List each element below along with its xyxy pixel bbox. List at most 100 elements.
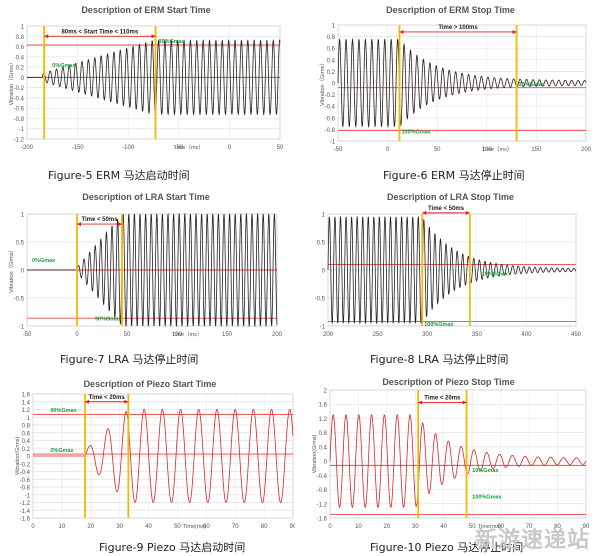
y-tick-label: 0.8 (22, 424, 31, 430)
gmax-annotation: 100%Gmax (424, 322, 454, 328)
lra-start-chart-panel: Description of LRA Start Time -1 -0.5 0 0.5… (5, 190, 287, 345)
y-axis-label: Vibration（Grms） (8, 247, 15, 293)
arrowhead (44, 34, 49, 39)
y-tick-label: -1 (25, 493, 31, 499)
y-tick-label: 0.6 (327, 47, 336, 53)
x-tick-label: 50 (469, 524, 476, 530)
y-tick-label: 0.2 (22, 447, 31, 453)
gmax-annotation: 10%Gmax (472, 468, 499, 474)
x-axis-label: Time（ms） (172, 331, 202, 338)
x-tick-label: -50 (23, 332, 32, 338)
y-tick-label: 1.4 (22, 400, 31, 406)
erm-start-chart: -1.2 -1 -0.8 -0.6 -0.4 -0.2 0 0.2 0.4 0.6 0.8 1 -200… (8, 25, 284, 152)
arrowhead (462, 400, 467, 405)
x-tick-label: 40 (440, 524, 447, 530)
y-tick-label: 2 (324, 389, 328, 395)
y-axis-label: Vibration（Grms） (319, 60, 326, 106)
y-tick-label: 0.6 (22, 431, 31, 437)
y-tick-label: 0.6 (16, 45, 25, 51)
y-tick-label: -0.4 (317, 474, 328, 480)
arrowhead (77, 222, 81, 227)
x-tick-label: 10 (59, 524, 66, 530)
arrowhead (124, 399, 129, 404)
interval-label: Time < 20ms (89, 395, 126, 401)
erm-stop-chart: -1 -0.8 -0.6 -0.4 -0.2 0 0.2 0.4 0.6 0.8 1 -50 0 50 10… (319, 24, 592, 154)
gmax-annotation: 10%Gmax (482, 272, 509, 278)
y-tick-label: -0.8 (14, 117, 25, 123)
x-tick-label: -100 (122, 145, 135, 151)
x-tick-label: -50 (334, 147, 343, 153)
gmax-annotation: 90%Gmax (159, 39, 186, 45)
y-tick-label: 1 (322, 213, 326, 219)
erm-start-chart-panel: Description of ERM Start Time -1.2 -1 -0.8… (5, 3, 287, 158)
gmax-annotation: 0%Gmax (32, 258, 56, 264)
x-tick-label: 0 (386, 147, 390, 153)
y-tick-label: 0 (324, 460, 328, 466)
y-tick-label: 1.6 (22, 393, 31, 399)
x-tick-label: 70 (526, 524, 533, 530)
y-tick-label: -1 (320, 325, 326, 331)
x-tick-label: 100 (482, 147, 493, 153)
x-tick-label: 200 (323, 332, 334, 338)
y-tick-label: 0.4 (319, 445, 328, 451)
y-tick-label: -0.2 (325, 93, 336, 99)
y-tick-label: 0.5 (317, 241, 326, 247)
waveform-series (329, 414, 587, 508)
lra-start-chart: -1 -0.5 0 0.5 1 -50 0 50 100 150 200 Vibration（Grms… (8, 213, 283, 339)
x-tick-label: 50 (124, 332, 131, 338)
x-tick-label: 400 (521, 332, 532, 338)
waveform-series (337, 38, 587, 128)
x-tick-label: 30 (116, 524, 123, 530)
waveform-series (327, 215, 577, 325)
x-tick-label: 90 (290, 524, 295, 530)
y-tick-label: -0.8 (20, 486, 31, 492)
y-tick-label: 0.4 (22, 439, 31, 445)
gmax-annotation: 100%Gmax (472, 494, 502, 500)
x-axis-label: Time(ms) (478, 524, 501, 530)
y-tick-label: -1.6 (20, 517, 31, 523)
arrowhead (118, 222, 122, 227)
x-tick-label: 80 (261, 524, 268, 530)
y-tick-label: -1 (330, 140, 336, 146)
x-tick-label: 20 (87, 524, 94, 530)
interval-label: 80ms < Start Time < 110ms (62, 29, 139, 35)
plot-frame (26, 25, 281, 140)
y-tick-label: 0 (21, 269, 25, 275)
interval-label: Time < 50ms (81, 217, 118, 223)
x-tick-label: 0 (328, 524, 332, 530)
x-tick-label: 0 (31, 524, 35, 530)
arrowhead (422, 210, 427, 215)
x-tick-label: 50 (174, 524, 181, 530)
piezo-stop-chart-panel: Description of Piezo Stop Time -1.6 -1.2 -… (304, 374, 593, 530)
x-tick-label: 200 (272, 332, 283, 338)
x-axis-label: Time（ms） (174, 144, 204, 151)
x-tick-label: 350 (472, 332, 483, 338)
y-tick-label: 0.4 (327, 58, 336, 64)
arrowhead (512, 29, 517, 34)
x-tick-label: 450 (571, 332, 582, 338)
x-tick-label: 0 (75, 332, 79, 338)
gmax-annotation: 0%Gmax (50, 448, 74, 454)
y-tick-label: 0 (332, 82, 336, 88)
figure-10-caption: Figure-10 Piezo 马达停止时间 (370, 541, 524, 554)
chart-title: Description of Piezo Stop Time (382, 377, 515, 387)
interval-label: Time < 50ms (428, 206, 465, 212)
figure-9-caption: Figure-9 Piezo 马达启动时间 (99, 541, 246, 554)
lra-stop-chart-panel: Description of LRA Stop Time -1 -0.5 0 0.5 1… (308, 190, 593, 345)
x-tick-label: 200 (581, 147, 592, 153)
y-tick-label: -0.2 (14, 86, 25, 92)
y-tick-label: -0.5 (315, 297, 326, 303)
gmax-annotation: 0%Gmax (52, 63, 76, 69)
x-tick-label: 50 (434, 147, 441, 153)
y-tick-label: -1 (19, 325, 25, 331)
gmax-annotation: 10%Gmax (519, 82, 546, 88)
x-tick-label: 0 (228, 145, 232, 151)
x-axis-label: Time(ms) (183, 524, 206, 530)
x-tick-label: -50 (174, 145, 183, 151)
y-tick-label: 1.2 (319, 417, 328, 423)
chart-title: Description of LRA Stop Time (386, 192, 514, 202)
y-tick-label: 1 (21, 213, 25, 219)
x-tick-label: 90 (583, 524, 590, 530)
figure-5-caption: Figure-5 ERM 马达启动时间 (48, 169, 190, 182)
y-axis-label: Vibration（Grms） (8, 59, 15, 105)
